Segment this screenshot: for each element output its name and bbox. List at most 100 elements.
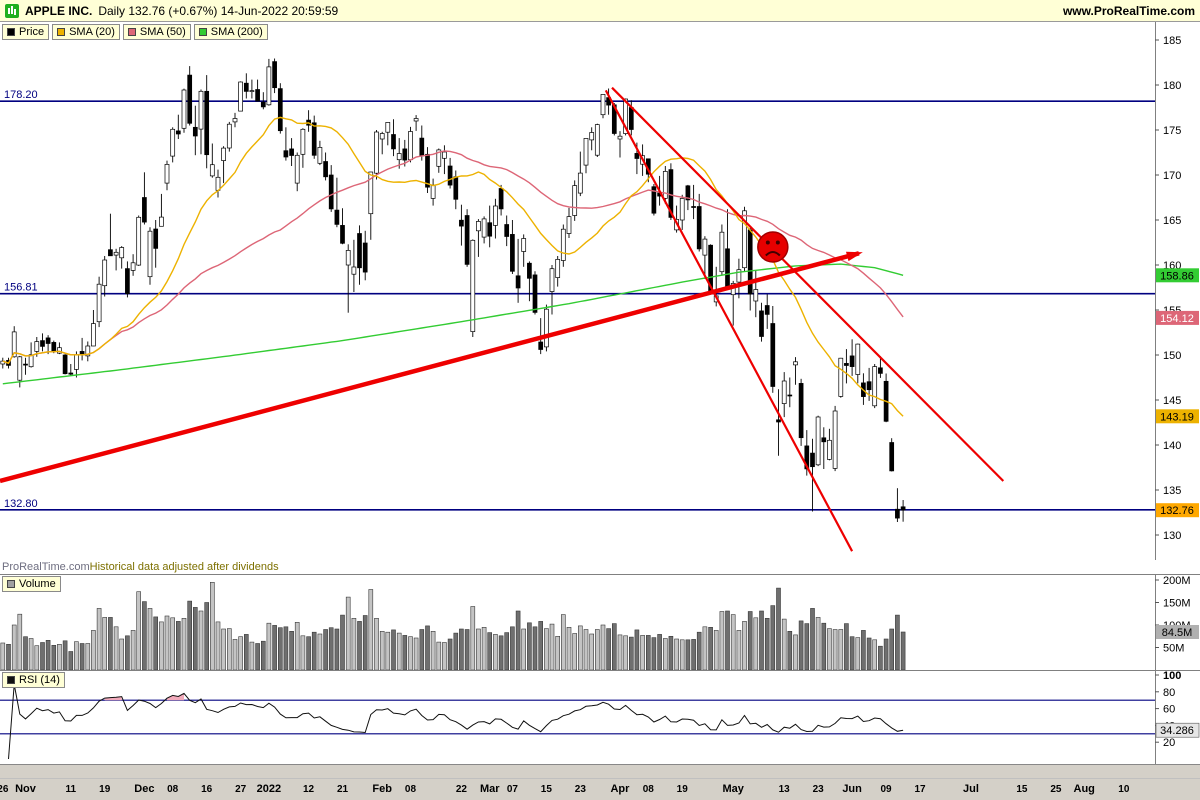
svg-text:150: 150 bbox=[1163, 350, 1181, 362]
legend-sma50-chip[interactable]: SMA (50) bbox=[122, 24, 191, 40]
rsi-chart: 1008060402034.286 bbox=[0, 670, 1200, 764]
svg-text:180: 180 bbox=[1163, 80, 1181, 92]
sma20-color-icon bbox=[57, 28, 66, 36]
date-tick: 21 bbox=[336, 784, 349, 795]
volume-legend: Volume bbox=[2, 576, 61, 592]
svg-text:50M: 50M bbox=[1163, 643, 1184, 655]
date-tick: 26 bbox=[0, 784, 9, 795]
svg-text:185: 185 bbox=[1163, 35, 1181, 47]
title-bar: APPLE INC. Daily 132.76 (+0.67%) 14-Jun-… bbox=[0, 0, 1200, 22]
legend-volume-chip[interactable]: Volume bbox=[2, 576, 61, 592]
legend-sma200-chip[interactable]: SMA (200) bbox=[193, 24, 268, 40]
rsi-tag: 34.286 bbox=[1155, 722, 1200, 738]
sad-face-icon bbox=[757, 231, 789, 263]
date-tick: 16 bbox=[201, 784, 213, 795]
price-chart-panel[interactable]: 178.20156.81132.801851801751701651601551… bbox=[0, 22, 1200, 560]
quote-details: Daily 132.76 (+0.67%) 14-Jun-2022 20:59:… bbox=[98, 3, 339, 18]
svg-text:154.12: 154.12 bbox=[1160, 313, 1194, 325]
rsi-legend: RSI (14) bbox=[2, 672, 65, 688]
time-axis[interactable]: 26 Nov 11 19 Dec 08 16 27 2022 12 21 Feb 08 22 Mar 07 15… bbox=[0, 764, 1200, 800]
price-tag: 154.12 bbox=[1156, 310, 1199, 325]
svg-text:100: 100 bbox=[1163, 670, 1181, 682]
date-tick: Mar bbox=[479, 783, 500, 795]
trend-arrow bbox=[846, 251, 863, 262]
date-tick: 11 bbox=[65, 784, 77, 795]
legend-sma200-label: SMA (200) bbox=[210, 26, 263, 38]
date-tick: 23 bbox=[574, 784, 586, 795]
rsi-line bbox=[8, 684, 904, 760]
prorealtime-credit: ProRealTime.com bbox=[2, 561, 90, 573]
date-tick: Jun bbox=[842, 783, 862, 795]
date-tick: Nov bbox=[15, 783, 36, 795]
sma200-line bbox=[2, 263, 904, 385]
date-tick: 10 bbox=[1118, 784, 1130, 795]
svg-text:175: 175 bbox=[1163, 125, 1181, 137]
date-tick: 17 bbox=[914, 784, 926, 795]
legend-rsi-label: RSI (14) bbox=[19, 674, 60, 686]
svg-text:34.286: 34.286 bbox=[1160, 725, 1194, 737]
svg-text:132.76: 132.76 bbox=[1160, 505, 1194, 517]
level-line: 178.20 bbox=[0, 89, 1155, 102]
svg-text:143.19: 143.19 bbox=[1160, 411, 1194, 423]
svg-text:130: 130 bbox=[1163, 530, 1181, 542]
legend-price-chip[interactable]: Price bbox=[2, 24, 50, 40]
sma50-color-icon bbox=[127, 28, 136, 36]
svg-text:200M: 200M bbox=[1163, 575, 1191, 587]
svg-text:132.80: 132.80 bbox=[4, 498, 38, 510]
price-tag: 132.76 bbox=[1156, 503, 1199, 518]
price-legend: Price SMA (20) SMA (50) SMA (200) bbox=[2, 24, 268, 40]
website-label: www.ProRealTime.com bbox=[1062, 3, 1195, 18]
trend-line bbox=[604, 89, 854, 552]
svg-text:84.5M: 84.5M bbox=[1162, 627, 1193, 639]
svg-text:156.81: 156.81 bbox=[4, 282, 38, 294]
date-tick: 19 bbox=[99, 784, 111, 795]
svg-text:170: 170 bbox=[1163, 170, 1181, 182]
volume-tag: 84.5M bbox=[1156, 625, 1199, 639]
svg-text:158.86: 158.86 bbox=[1160, 270, 1194, 282]
legend-price-label: Price bbox=[19, 26, 45, 38]
svg-text:178.20: 178.20 bbox=[4, 89, 38, 101]
date-tick: 27 bbox=[235, 784, 247, 795]
instrument-name: APPLE INC. bbox=[25, 3, 93, 18]
date-tick: 08 bbox=[404, 784, 417, 795]
legend-sma20-chip[interactable]: SMA (20) bbox=[52, 24, 120, 40]
date-tick: 07 bbox=[506, 784, 518, 795]
svg-text:140: 140 bbox=[1163, 440, 1181, 452]
date-tick: 15 bbox=[1016, 784, 1028, 795]
date-tick: 23 bbox=[812, 784, 824, 795]
chart-footer: ProRealTime.com Historical data adjusted … bbox=[0, 560, 1155, 574]
date-tick: 15 bbox=[540, 784, 552, 795]
legend-volume-label: Volume bbox=[19, 578, 56, 590]
sma200-color-icon bbox=[198, 28, 207, 36]
sma50-line bbox=[2, 150, 904, 365]
svg-text:20: 20 bbox=[1163, 737, 1175, 749]
price-tag: 158.86 bbox=[1156, 268, 1199, 283]
trend-line bbox=[611, 86, 1005, 482]
volume-color-icon bbox=[7, 580, 15, 588]
level-line: 132.80 bbox=[0, 498, 1155, 511]
volume-panel[interactable]: 200M150M100M50M84.5M Volume bbox=[0, 574, 1200, 671]
svg-text:80: 80 bbox=[1163, 687, 1175, 699]
time-axis-divider bbox=[0, 778, 1200, 779]
date-tick: 2022 bbox=[256, 783, 282, 795]
date-tick: Aug bbox=[1073, 783, 1095, 795]
price-color-icon bbox=[7, 28, 15, 36]
volume-chart: 200M150M100M50M84.5M bbox=[0, 574, 1200, 671]
date-tick: 12 bbox=[303, 784, 315, 795]
dividend-note: Historical data adjusted after dividends bbox=[89, 561, 279, 573]
date-tick: 13 bbox=[778, 784, 790, 795]
legend-rsi-chip[interactable]: RSI (14) bbox=[2, 672, 65, 688]
prt-logo-icon bbox=[5, 3, 19, 18]
date-tick: 25 bbox=[1050, 784, 1062, 795]
date-tick: May bbox=[722, 783, 744, 795]
svg-text:165: 165 bbox=[1163, 215, 1181, 227]
rsi-panel[interactable]: 1008060402034.286 RSI (14) bbox=[0, 670, 1200, 764]
sma20-line bbox=[2, 116, 904, 417]
date-tick: Jul bbox=[963, 783, 979, 795]
date-tick: Feb bbox=[372, 783, 392, 795]
date-tick: Apr bbox=[610, 783, 630, 795]
date-tick: 22 bbox=[455, 784, 467, 795]
date-tick: 08 bbox=[642, 784, 654, 795]
candles bbox=[0, 58, 906, 522]
